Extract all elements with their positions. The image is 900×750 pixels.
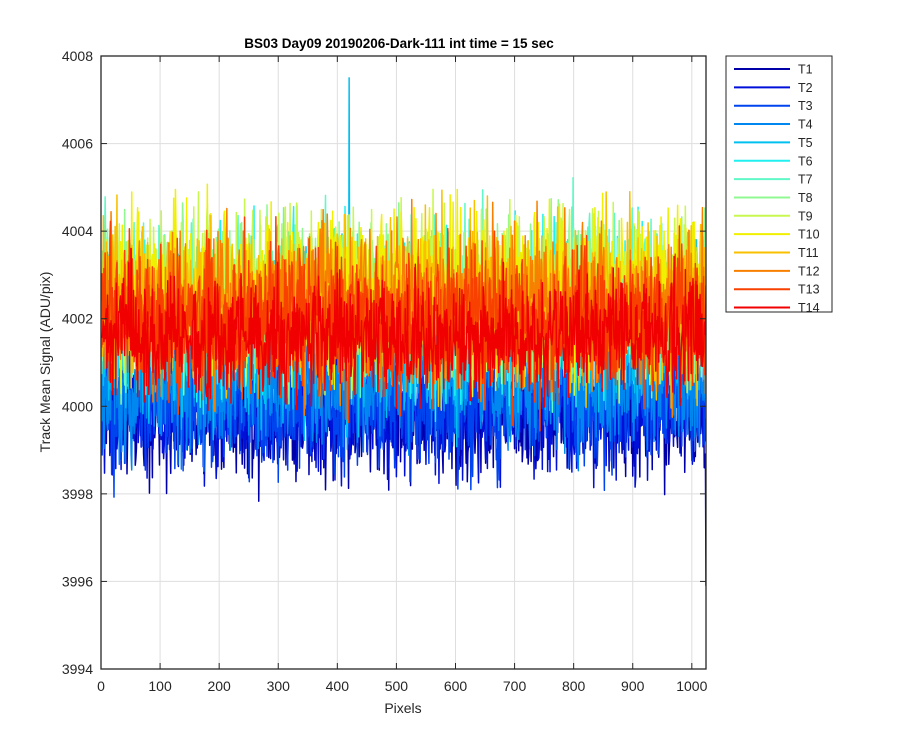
legend-label-T12: T12 bbox=[798, 264, 820, 278]
y-tick-label-4: 4002 bbox=[62, 311, 93, 327]
x-tick-label-7: 700 bbox=[503, 678, 527, 694]
legend-label-T9: T9 bbox=[798, 209, 813, 223]
series-line-T14 bbox=[101, 247, 706, 412]
legend-label-T7: T7 bbox=[798, 173, 813, 187]
x-tick-label-3: 300 bbox=[267, 678, 291, 694]
legend-label-T10: T10 bbox=[798, 228, 820, 242]
legend-label-T5: T5 bbox=[798, 136, 813, 150]
legend-label-T14: T14 bbox=[798, 301, 820, 315]
x-tick-label-0: 0 bbox=[97, 678, 105, 694]
x-tick-label-5: 500 bbox=[385, 678, 409, 694]
y-axis-ticks: 3994 3996 3998 4000 4002 4004 4006 4008 bbox=[62, 48, 706, 677]
legend-label-T6: T6 bbox=[798, 154, 813, 168]
y-tick-label-1: 3996 bbox=[62, 573, 93, 589]
x-tick-label-2: 200 bbox=[207, 678, 231, 694]
legend: T1 T2 T3 T4 T5 T6 T7 T8 T9 T10 T11 T12 T13 T14 bbox=[725, 55, 833, 315]
x-tick-label-4: 400 bbox=[326, 678, 350, 694]
x-axis-label: Pixels bbox=[384, 700, 421, 716]
legend-label-T8: T8 bbox=[798, 191, 813, 205]
y-tick-label-6: 4006 bbox=[62, 136, 93, 152]
x-axis-ticks: 0 100 200 300 400 500 600 700 800 900 1000 bbox=[97, 56, 708, 694]
y-tick-label-5: 4004 bbox=[62, 223, 93, 239]
axes-box bbox=[100, 55, 707, 670]
series-lines bbox=[101, 77, 706, 586]
legend-label-T13: T13 bbox=[798, 283, 820, 297]
y-tick-label-0: 3994 bbox=[62, 661, 93, 677]
x-tick-label-6: 600 bbox=[444, 678, 468, 694]
x-tick-label-10: 1000 bbox=[676, 678, 707, 694]
y-tick-label-3: 4000 bbox=[62, 398, 93, 414]
legend-box bbox=[725, 55, 833, 313]
chart-title: BS03 Day09 20190206-Dark-111 int time = … bbox=[244, 36, 554, 51]
legend-label-T4: T4 bbox=[798, 118, 813, 132]
x-tick-label-9: 900 bbox=[621, 678, 645, 694]
y-axis-label: Track Mean Signal (ADU/pix) bbox=[37, 272, 53, 453]
legend-label-T1: T1 bbox=[798, 63, 813, 77]
x-tick-label-1: 100 bbox=[148, 678, 172, 694]
legend-label-T3: T3 bbox=[798, 99, 813, 113]
y-tick-label-2: 3998 bbox=[62, 486, 93, 502]
legend-label-T11: T11 bbox=[798, 246, 819, 260]
y-tick-label-7: 4008 bbox=[62, 48, 93, 64]
legend-label-T2: T2 bbox=[798, 81, 813, 95]
x-tick-label-8: 800 bbox=[562, 678, 586, 694]
